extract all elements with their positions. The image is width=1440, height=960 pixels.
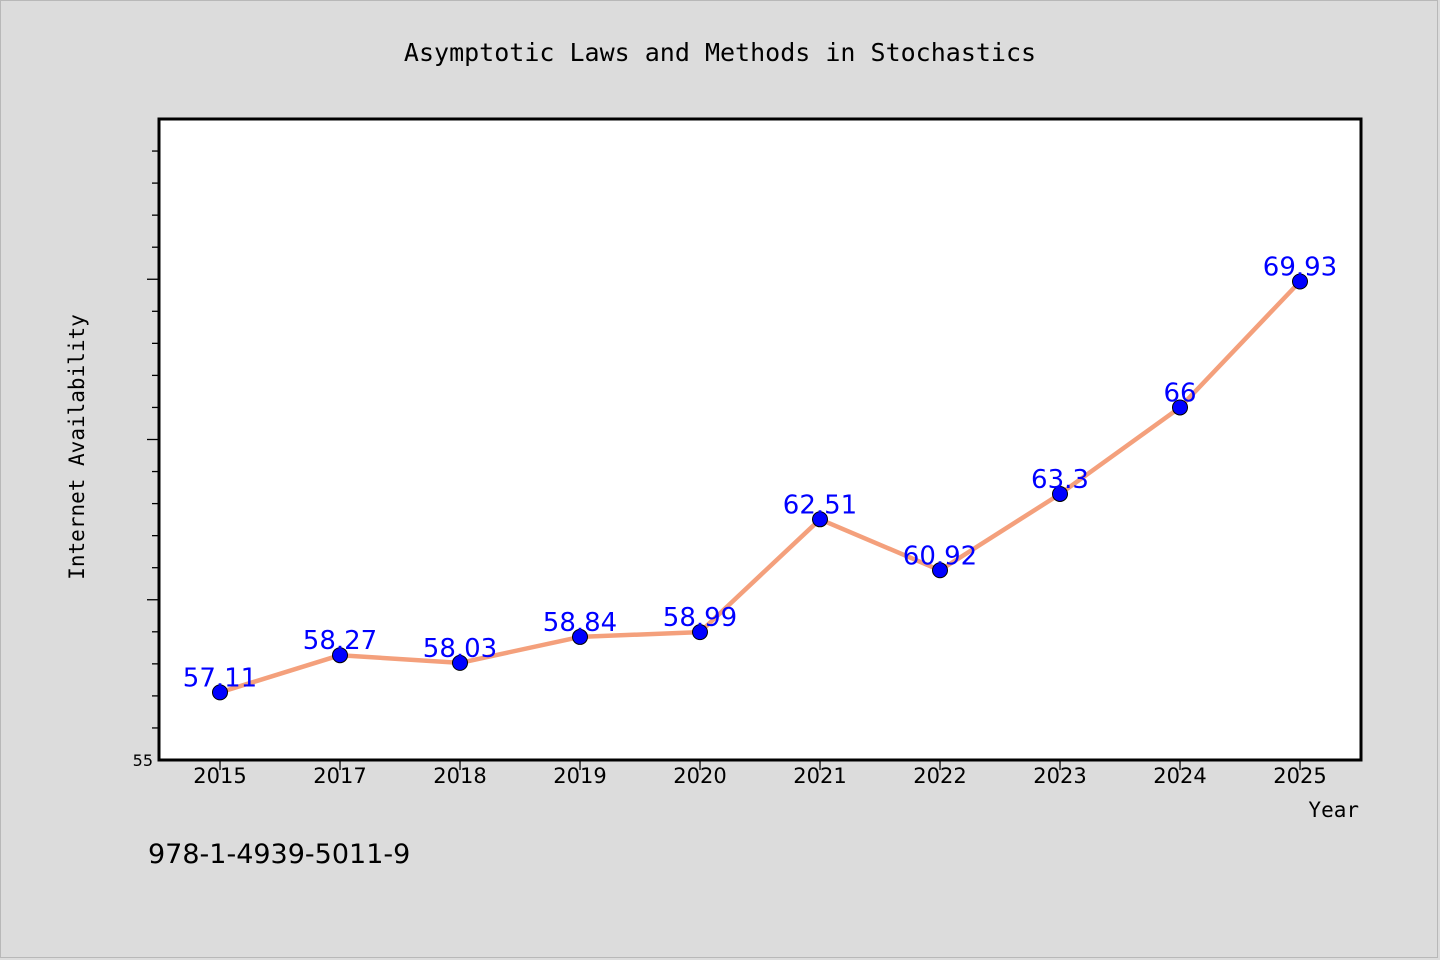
data-point: [1292, 273, 1308, 290]
y-tick-label: 55: [133, 751, 153, 770]
data-point: [932, 562, 948, 579]
data-point: [212, 684, 228, 701]
data-label: 58.03: [423, 634, 497, 664]
series-line: [217, 279, 1303, 695]
x-axis-tick-labels: 2015 2017 2018 2019 2020 2021 2022 2023 2024 2025: [193, 764, 1326, 788]
data-label: 60.92: [903, 541, 977, 571]
y-axis-tick-labels: 55: [133, 751, 153, 770]
series-lines: [217, 279, 1303, 695]
data-label: 69.93: [1263, 252, 1337, 282]
data-point: [1052, 485, 1068, 502]
data-label: 66: [1163, 378, 1196, 408]
data-point: [332, 647, 348, 664]
chart-title: Asymptotic Laws and Methods in Stochasti…: [404, 38, 1036, 67]
data-label: 58.99: [663, 603, 737, 633]
data-point: [1172, 399, 1188, 416]
y-axis-ticks: [147, 150, 159, 729]
data-point: [452, 654, 468, 671]
x-tick-label: 2018: [433, 764, 486, 788]
x-tick-label: 2019: [553, 764, 606, 788]
x-axis-label: Year: [1308, 798, 1359, 822]
y-axis-label: Internet Availability: [65, 314, 89, 580]
data-label: 57.11: [183, 663, 257, 693]
data-label: 63.3: [1031, 465, 1089, 495]
plot-area: [157, 117, 1363, 762]
x-tick-label: 2024: [1153, 764, 1206, 788]
data-label: 58.27: [303, 626, 377, 656]
data-point: [692, 624, 708, 641]
x-tick-label: 2020: [673, 764, 726, 788]
x-tick-label: 2025: [1273, 764, 1326, 788]
x-tick-label: 2021: [793, 764, 846, 788]
x-tick-label: 2022: [913, 764, 966, 788]
series-points: [212, 273, 1308, 701]
data-labels: 57.11 58.27 58.03 58.84 58.99 62.51 60.92 63.3 6…: [183, 252, 1337, 693]
isbn-label: 978-1-4939-5011-9: [148, 839, 410, 870]
data-point: [812, 511, 828, 528]
data-point: [572, 628, 588, 645]
x-axis-ticks: [219, 760, 1301, 770]
data-label: 58.84: [543, 608, 617, 638]
x-tick-label: 2023: [1033, 764, 1086, 788]
x-tick-label: 2017: [313, 764, 366, 788]
x-tick-label: 2015: [193, 764, 246, 788]
data-label: 62.51: [783, 490, 857, 520]
